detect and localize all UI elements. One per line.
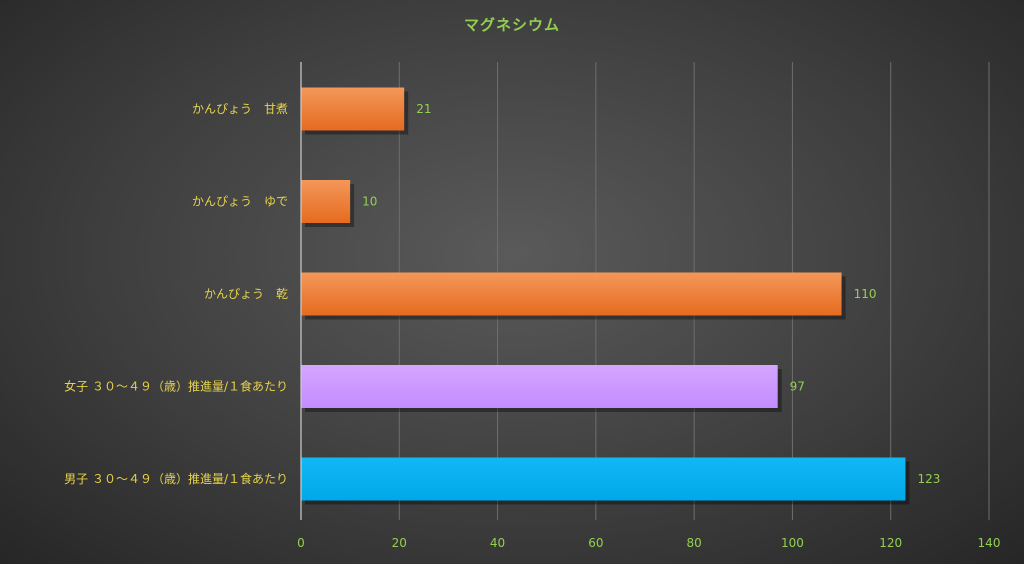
bar	[301, 272, 842, 316]
x-tick-label: 60	[588, 536, 603, 550]
data-label: 97	[790, 380, 805, 394]
x-tick-label: 80	[687, 536, 702, 550]
category-label: 女子 ３０～４９（歳）推進量/１食あたり	[64, 379, 288, 394]
bar	[301, 180, 351, 223]
x-tick-label: 100	[781, 536, 804, 550]
data-label: 10	[362, 195, 377, 209]
bar	[301, 87, 405, 131]
x-tick-label: 20	[392, 536, 407, 550]
labels: 0 20 40 60 80 100 120 140 21 かんぴょう 甘煮 10 かんぴょう ゆで 11…	[64, 102, 1000, 550]
chart-title: マグネシウム	[463, 16, 560, 34]
bars	[301, 87, 910, 505]
x-tick-label: 0	[297, 536, 305, 550]
bar	[301, 365, 778, 408]
category-label: かんぴょう 乾	[204, 287, 288, 301]
category-label: 男子 ３０～４９（歳）推進量/１食あたり	[64, 471, 288, 486]
x-tick-label: 40	[490, 536, 505, 550]
category-label: かんぴょう 甘煮	[192, 102, 288, 116]
data-label: 110	[854, 287, 877, 301]
x-tick-label: 120	[879, 536, 902, 550]
bar	[301, 457, 906, 501]
category-label: かんぴょう ゆで	[192, 195, 288, 209]
data-label: 123	[917, 472, 940, 486]
x-tick-label: 140	[978, 536, 1001, 550]
data-label: 21	[416, 102, 431, 116]
